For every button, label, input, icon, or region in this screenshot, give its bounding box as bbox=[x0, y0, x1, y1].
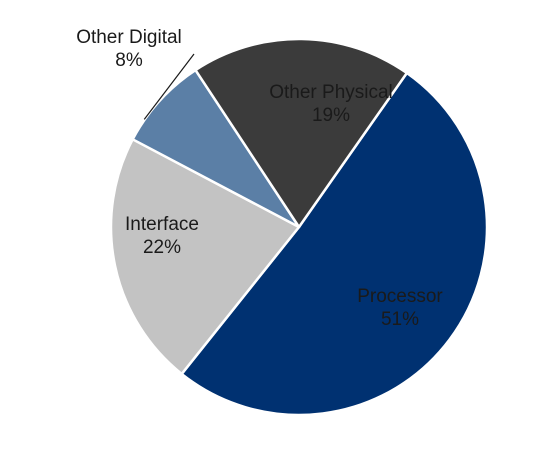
slice-label-interface: Interface bbox=[125, 214, 199, 235]
pie-leader-lines bbox=[143, 53, 195, 120]
leader-line-other-digital bbox=[143, 53, 195, 120]
slice-label-other-digital: Other Digital bbox=[76, 27, 182, 48]
pie-slice-interface bbox=[109, 138, 301, 376]
slice-label-processor: Processor bbox=[357, 286, 443, 307]
pie-slice-other-digital bbox=[131, 68, 301, 229]
slice-value-interface: 22% bbox=[143, 237, 181, 258]
pie-slice-processor bbox=[180, 71, 489, 417]
slice-value-processor: 51% bbox=[381, 309, 419, 330]
pie-slice-other-physical bbox=[194, 37, 409, 229]
slice-label-other-physical: Other Physical bbox=[269, 82, 393, 103]
slice-value-other-digital: 8% bbox=[115, 50, 143, 71]
slice-value-other-physical: 19% bbox=[312, 105, 350, 126]
pie-slices bbox=[109, 37, 489, 417]
